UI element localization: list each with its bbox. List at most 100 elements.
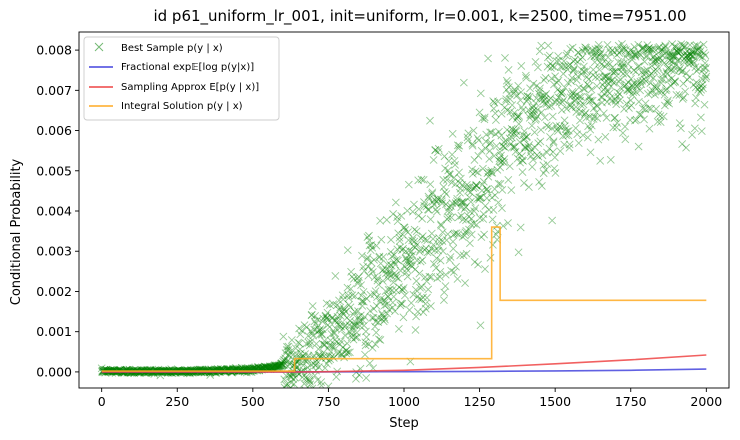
scatter-point	[521, 144, 530, 153]
scatter-point	[394, 324, 403, 333]
scatter-point	[381, 315, 389, 324]
scatter-point	[443, 207, 452, 215]
scatter-point	[341, 321, 350, 329]
scatter-point	[507, 124, 516, 133]
scatter-point	[449, 237, 457, 246]
scatter-point	[661, 42, 670, 51]
scatter-point	[694, 64, 703, 73]
scatter-point	[606, 155, 615, 164]
scatter-point	[386, 285, 395, 294]
scatter-point	[442, 236, 451, 245]
scatter-point	[504, 65, 513, 74]
scatter-point	[513, 112, 522, 121]
scatter-point	[491, 116, 500, 124]
scatter-point	[660, 90, 669, 99]
scatter-point	[394, 256, 402, 265]
scatter-point	[640, 115, 648, 124]
scatter-point	[680, 41, 689, 50]
scatter-point	[423, 236, 432, 245]
scatter-point	[612, 123, 621, 132]
scatter-point	[351, 292, 359, 300]
scatter-point	[530, 143, 539, 152]
scatter-point	[250, 363, 259, 372]
scatter-point	[322, 299, 331, 308]
scatter-point	[416, 245, 425, 254]
scatter-point	[278, 360, 287, 369]
scatter-point	[504, 83, 513, 92]
scatter-point	[336, 311, 345, 320]
scatter-point	[664, 63, 673, 72]
legend-box	[83, 36, 280, 121]
scatter-point	[358, 251, 366, 260]
scatter-point	[342, 346, 351, 355]
scatter-point	[488, 168, 497, 177]
scatter-point	[339, 295, 348, 304]
scatter-point	[469, 219, 478, 228]
scatter-point	[540, 113, 549, 122]
scatter-point	[669, 78, 678, 87]
scatter-point	[285, 351, 294, 360]
scatter-point	[465, 183, 474, 191]
scatter-point	[308, 329, 317, 338]
scatter-point	[507, 186, 516, 195]
scatter-point	[586, 148, 595, 157]
scatter-point	[368, 343, 377, 352]
scatter-point	[601, 132, 610, 141]
scatter-point	[420, 235, 429, 244]
scatter-point	[429, 234, 437, 243]
scatter-point	[655, 53, 664, 62]
scatter-point	[695, 51, 704, 59]
scatter-point	[514, 112, 522, 121]
scatter-point	[274, 361, 282, 370]
scatter-point	[524, 183, 533, 191]
scatter-point	[616, 75, 625, 84]
scatter-point	[525, 141, 534, 149]
scatter-point	[398, 286, 407, 295]
scatter-point	[685, 73, 694, 82]
scatter-point	[459, 198, 468, 207]
scatter-point	[326, 347, 335, 356]
scatter-point	[361, 350, 369, 359]
scatter-point	[617, 67, 625, 76]
scatter-point	[645, 71, 654, 80]
scatter-point	[685, 56, 694, 65]
scatter-point	[472, 220, 481, 229]
scatter-point	[651, 56, 660, 65]
scatter-point	[415, 269, 424, 278]
scatter-point	[254, 363, 263, 372]
scatter-point	[701, 74, 710, 83]
scatter-point	[414, 211, 423, 220]
scatter-point	[401, 226, 410, 234]
scatter-point	[348, 323, 357, 332]
scatter-point	[374, 335, 383, 344]
scatter-point	[405, 246, 414, 255]
scatter-point	[362, 294, 371, 303]
scatter-point	[399, 284, 408, 292]
scatter-point	[377, 314, 386, 323]
scatter-point	[312, 339, 321, 348]
scatter-point	[414, 176, 423, 185]
scatter-point	[426, 302, 435, 310]
scatter-point	[499, 138, 508, 146]
scatter-point	[538, 91, 547, 100]
scatter-point	[560, 116, 569, 125]
scatter-point	[389, 210, 398, 218]
scatter-point	[695, 42, 704, 51]
scatter-point	[602, 72, 610, 81]
scatter-point	[683, 51, 692, 60]
scatter-point	[426, 116, 434, 125]
series-line-2	[101, 354, 707, 373]
scatter-point	[397, 246, 406, 255]
scatter-point	[611, 113, 619, 122]
scatter-point	[688, 47, 697, 56]
scatter-point	[605, 45, 613, 54]
scatter-point	[702, 64, 710, 72]
scatter-point	[531, 57, 540, 66]
scatter-point	[524, 106, 533, 114]
scatter-point	[467, 220, 476, 229]
scatter-point	[277, 359, 286, 368]
scatter-point	[467, 214, 476, 223]
scatter-point	[592, 101, 601, 110]
scatter-point	[311, 319, 320, 328]
scatter-point	[462, 216, 470, 225]
